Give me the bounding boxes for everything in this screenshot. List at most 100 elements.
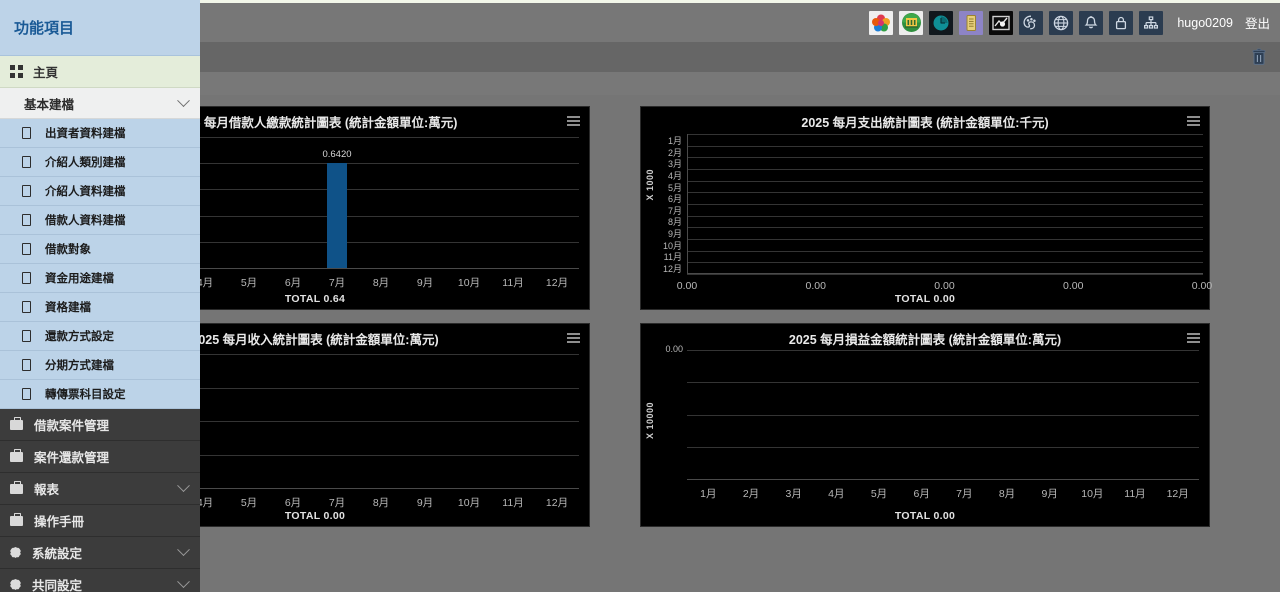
chart-xtick: 8月 <box>372 497 390 509</box>
chart-xtick: 10月 <box>457 277 481 289</box>
sidebar-group-basic-setup[interactable]: 基本建檔 <box>0 88 200 119</box>
chart-ytick: 11月 <box>663 252 682 262</box>
tertiary-bar <box>0 72 1280 95</box>
sidebar-mainitem-5[interactable]: 共同設定 <box>0 569 200 592</box>
trash-icon[interactable] <box>1248 46 1270 68</box>
username-label: hugo0209 <box>1177 15 1233 30</box>
chart-xtick: 6月 <box>913 488 930 500</box>
chart-xtick: 6月 <box>284 497 302 509</box>
chevron-down-icon <box>177 93 190 107</box>
sidebar-subitem-2[interactable]: 介紹人資料建檔 <box>0 177 200 206</box>
chart-panel-profit-loss: 2025 每月損益金額統計圖表 (統計金額單位:萬元) X 10000 0.00… <box>640 323 1210 527</box>
chart-gridline <box>687 192 1203 193</box>
sidebar-subitem-6[interactable]: 資格建檔 <box>0 293 200 322</box>
hamburger-menu-icon[interactable] <box>567 333 580 343</box>
sidebar-mainitem-1[interactable]: 案件還款管理 <box>0 441 200 473</box>
sidebar-main-list: 借款案件管理 案件還款管理報表操作手冊系統設定共同設定 <box>0 409 200 592</box>
lock-icon[interactable] <box>1109 10 1134 35</box>
sidebar-mainitem-0[interactable]: 借款案件管理 <box>0 409 200 441</box>
chart-gridline <box>687 447 1199 448</box>
chart4-plot-area: 0.00 1月 2月 3月 4月 5月 6月 7月 8月 9月 10月 11月 12月 <box>665 344 1199 500</box>
top-header: hugo0209 登出 <box>0 3 1280 42</box>
document-icon <box>22 243 31 255</box>
sidebar-subitem-5[interactable]: 資金用途建檔 <box>0 264 200 293</box>
sidebar-mainitem-content: 報表 <box>10 479 59 498</box>
flower-logo-icon[interactable] <box>869 10 894 35</box>
chart-gridline <box>51 189 579 190</box>
clock-icon[interactable] <box>929 10 954 35</box>
document-icon <box>22 388 31 400</box>
sidebar-subitem-label: 資格建檔 <box>45 302 91 314</box>
sidebar-subitem-9[interactable]: 轉傳票科目設定 <box>0 380 200 409</box>
sidebar-mainitem-2[interactable]: 報表 <box>0 473 200 505</box>
chart-image-icon[interactable] <box>989 10 1014 35</box>
chart-gridline <box>687 134 1203 135</box>
chart-gridline <box>51 488 579 489</box>
sidebar-mainitem-label: 報表 <box>34 483 60 497</box>
chart-ytick: 3月 <box>667 159 682 169</box>
sidebar-subitem-label: 轉傳票科目設定 <box>45 389 126 401</box>
chart-xtick: 5月 <box>240 277 258 289</box>
sidebar-subitem-label: 分期方式建檔 <box>45 360 114 372</box>
hamburger-menu-icon[interactable] <box>567 116 580 126</box>
hamburger-menu-icon[interactable] <box>1187 333 1200 343</box>
chart-xtick: 9月 <box>416 277 434 289</box>
chart-bar[interactable] <box>327 163 347 268</box>
sidebar-subitem-3[interactable]: 借款人資料建檔 <box>0 206 200 235</box>
chart-gridline <box>51 354 579 355</box>
chart-gridline <box>687 216 1203 217</box>
sidebar-subitem-label: 借款對象 <box>45 244 91 256</box>
chart-ytick: 6月 <box>667 194 682 204</box>
sidebar-item-home-label: 主頁 <box>33 66 59 80</box>
chart-ytick: 12月 <box>662 264 682 274</box>
palette-icon[interactable] <box>1019 10 1044 35</box>
chart-xtick: 11月 <box>502 497 524 509</box>
chart2-title: 2025 每月支出統計圖表 (統計金額單位:千元) <box>801 116 1049 130</box>
chart-gridline <box>687 274 1203 275</box>
logout-button[interactable]: 登出 <box>1244 17 1270 31</box>
sidebar-subitem-label: 出資者資料建檔 <box>45 128 126 140</box>
scroll-icon[interactable] <box>959 10 984 35</box>
chart-xtick: 12月 <box>545 497 569 509</box>
chart-xaxis <box>687 273 1203 274</box>
chart-xtick: 7月 <box>328 277 346 289</box>
sidebar-mainitem-4[interactable]: 系統設定 <box>0 537 200 569</box>
sidebar-subitem-label: 資金用途建檔 <box>45 273 114 285</box>
chart-gridline <box>687 382 1199 383</box>
chart-gridline <box>687 181 1203 182</box>
chart-xtick: 4月 <box>196 277 214 289</box>
sidebar-subitem-label: 借款人資料建檔 <box>45 215 126 227</box>
chart-xtick: 0.00 <box>1063 280 1084 292</box>
sidebar-mainitem-content: 操作手冊 <box>10 511 84 530</box>
chart-xtick: 9月 <box>416 497 434 509</box>
hamburger-menu-icon[interactable] <box>1187 116 1200 126</box>
chart4-title: 2025 每月損益金額統計圖表 (統計金額單位:萬元) <box>788 333 1062 347</box>
sidebar-item-home[interactable]: 主頁 <box>0 56 200 88</box>
chart2-plot-area: 1月 2月 3月 4月 5月 6月 7月 8月 9月 10月 11月 12月 0.00 0.00 0.00 0… <box>663 134 1212 292</box>
sidebar-mainitem-3[interactable]: 操作手冊 <box>0 505 200 537</box>
chart-gridline <box>687 415 1199 416</box>
sidebar-subitem-8[interactable]: 分期方式建檔 <box>0 351 200 380</box>
sidebar-subitem-4[interactable]: 借款對象 <box>0 235 200 264</box>
sidebar-subitem-7[interactable]: 還款方式設定 <box>0 322 200 351</box>
bell-icon[interactable] <box>1079 10 1104 35</box>
chart-xtick: 3月 <box>785 488 802 500</box>
briefcase-icon <box>10 480 23 494</box>
document-icon <box>22 156 31 168</box>
sitemap-icon[interactable] <box>1139 10 1164 35</box>
document-icon <box>22 185 31 197</box>
chart-gridline <box>51 242 579 243</box>
chart-xtick: 10月 <box>457 497 481 509</box>
chart1-title: 2025 每月借款人繳款統計圖表 (統計金額單位:萬元) <box>172 116 458 130</box>
header-toolbar: hugo0209 登出 <box>869 3 1272 42</box>
sidebar-subitem-0[interactable]: 出資者資料建檔 <box>0 119 200 148</box>
chart2-total: TOTAL 0.00 <box>894 293 956 305</box>
globe-icon[interactable] <box>1049 10 1074 35</box>
chart-xtick: 7月 <box>956 488 973 500</box>
bank-logo-icon[interactable] <box>899 10 924 35</box>
chart1-total: TOTAL 0.64 <box>284 293 346 305</box>
sidebar-mainitem-content: 系統設定 <box>10 543 82 562</box>
sidebar-title: 功能項目 <box>0 0 200 56</box>
sidebar-subitem-1[interactable]: 介紹人類別建檔 <box>0 148 200 177</box>
